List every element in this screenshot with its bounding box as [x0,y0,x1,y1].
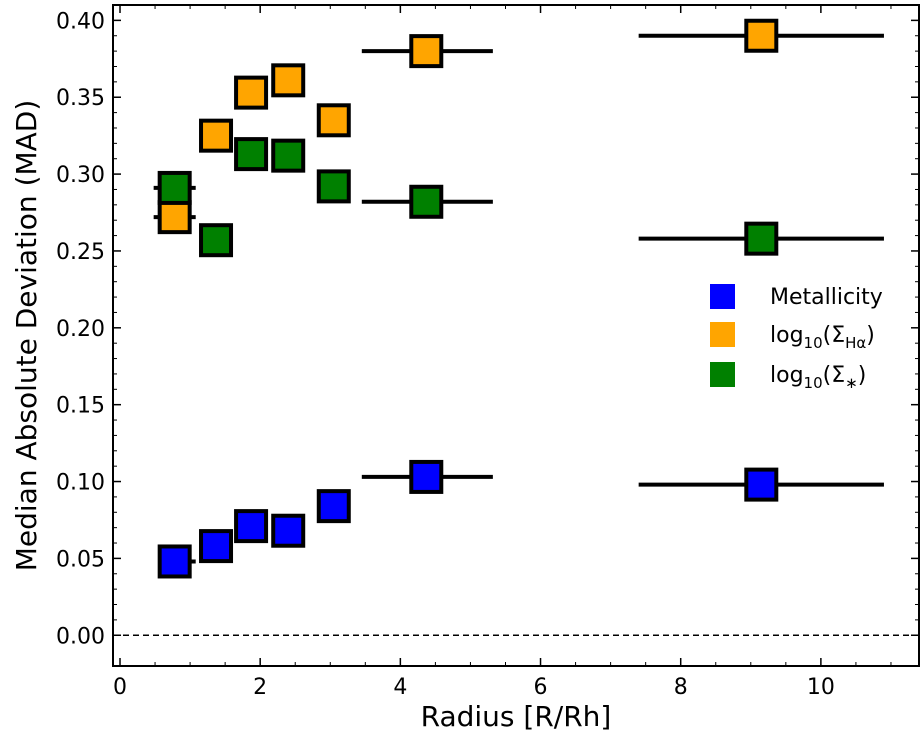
data-point-s1-p0 [157,200,192,235]
y-tick-label: 0.25 [56,240,105,265]
y-axis-label: Median Absolute Deviation (MAD) [10,100,43,572]
legend-label-stellar: log10(Σ∗) [770,363,866,392]
x-tick-label: 6 [534,675,548,700]
data-point-s2-p2 [234,137,269,172]
data-point-s1-p5 [409,34,444,69]
plot-frame [112,4,920,667]
tick-layer: 0 2 4 6 8 10 0.00 0.05 0.10 0.15 0.20 0.25 0.30 0.35 0… [56,5,919,700]
x-tick-label: 0 [113,675,127,700]
data-point-s1-p3 [271,63,306,98]
y-tick-label: 0.05 [56,547,105,572]
y-tick-label: 0.30 [56,163,105,188]
data-point-s0-p5 [409,459,444,494]
data-point-s2-p3 [271,138,306,173]
legend-swatch-metallicity [710,284,735,309]
data-point-s1-p1 [199,118,234,153]
data-point-s2-p4 [316,169,351,204]
data-point-s0-p4 [316,489,351,524]
data-point-s0-p6 [744,467,779,502]
legend-swatch-stellar [710,362,735,387]
legend-label-halpha: log10(ΣHα) [770,323,875,352]
y-tick-label: 0.15 [56,394,105,419]
data-point-s0-p3 [271,513,306,548]
y-tick-label: 0.40 [56,9,105,34]
x-tick-label: 4 [393,675,407,700]
data-point-s2-p5 [409,184,444,219]
y-tick-label: 0.35 [56,86,105,111]
x-tick-label: 2 [253,675,267,700]
data-point-s1-p6 [744,18,779,53]
y-tick-label: 0.20 [56,317,105,342]
legend-swatch-halpha [710,322,735,347]
x-tick-label: 8 [674,675,688,700]
y-tick-label: 0.00 [56,624,105,649]
x-axis-label: Radius [R/Rh] [421,700,612,733]
data-point-s2-p0 [157,170,192,205]
data-point-s0-p2 [234,509,269,544]
data-point-s0-p0 [157,544,192,579]
legend-label-metallicity: Metallicity [770,285,883,310]
data-point-s2-p1 [199,223,234,258]
data-point-s1-p2 [234,75,269,110]
y-tick-label: 0.10 [56,471,105,496]
data-point-layer [157,18,779,579]
data-point-s2-p6 [744,221,779,256]
data-point-s0-p1 [199,529,234,564]
x-tick-label: 10 [807,675,835,700]
data-point-s1-p4 [316,103,351,138]
legend: Metallicity log10(ΣHα) log10(Σ∗) [710,284,883,392]
